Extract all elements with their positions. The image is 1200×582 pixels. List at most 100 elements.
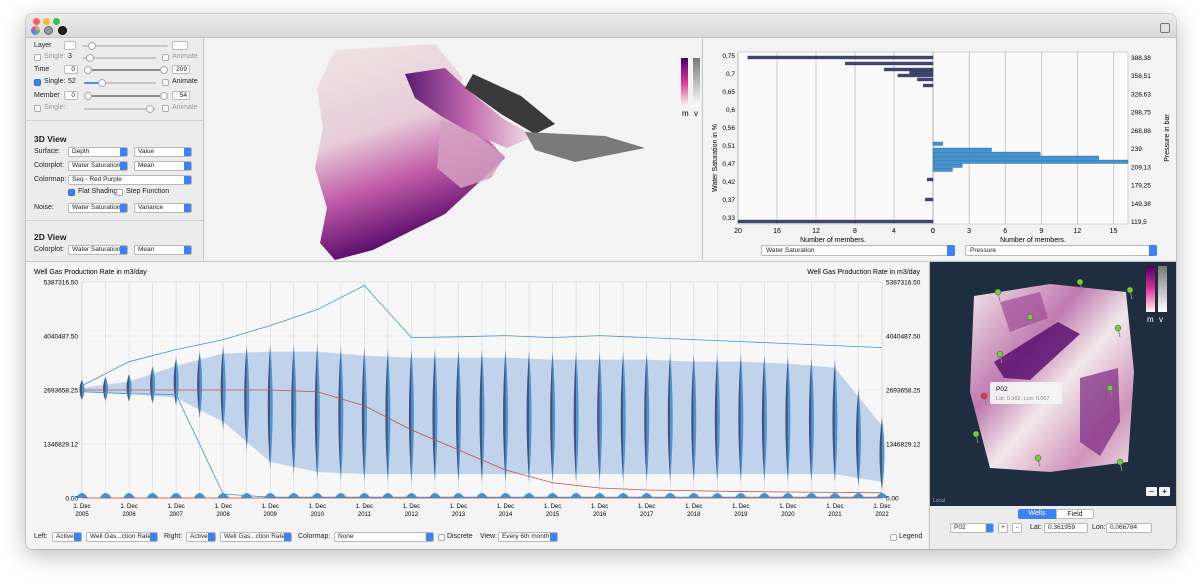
zoom-out-glyph: − — [1149, 487, 1154, 497]
noise-mode-select[interactable]: Variance — [134, 203, 192, 213]
time-series-canvas[interactable]: Well Gas Production Rate in m3/day Well … — [26, 262, 928, 526]
x-tick-label: 2019 — [734, 512, 748, 518]
tab-wells[interactable]: Wells — [1018, 509, 1056, 519]
single-time-checkbox[interactable] — [34, 79, 41, 86]
layer-max-field[interactable] — [172, 41, 188, 50]
violin-left-half — [479, 349, 482, 482]
violin-base — [687, 493, 700, 498]
flat-shading-checkbox[interactable] — [68, 189, 75, 196]
left-y-tick: 0,33 — [722, 215, 735, 222]
right-variable-select[interactable]: Well Gas...ction Rate — [220, 532, 292, 542]
step-function-checkbox[interactable] — [116, 189, 123, 196]
time-min-field[interactable]: 0 — [64, 65, 78, 74]
member-max-field[interactable]: 54 — [172, 91, 190, 100]
violin-left-half — [761, 354, 765, 482]
map-view[interactable]: m v P02 Lat: 0.362, Lon: 0.067 − + Local… — [929, 261, 1176, 549]
layer-slider[interactable] — [82, 42, 168, 50]
max-line — [81, 285, 883, 387]
right-x-tick: 9 — [1039, 228, 1043, 235]
left-y-tick: 4040487.50 — [44, 334, 79, 341]
surface-select[interactable]: Depth — [68, 147, 128, 157]
colorplot-select[interactable]: Water Saturation — [68, 161, 128, 171]
left-y-tick: 2693658.25 — [44, 388, 79, 395]
surface-mode-select[interactable]: Value — [134, 147, 192, 157]
lat-field[interactable]: 0.361959 — [1044, 523, 1088, 533]
single-time-slider[interactable] — [84, 79, 156, 87]
single-member-checkbox[interactable] — [34, 105, 41, 112]
single-layer-value: 3 — [68, 53, 72, 60]
left-histogram-bar — [747, 55, 934, 60]
single-layer-slider[interactable] — [82, 54, 156, 62]
left-variable-select[interactable]: Well Gas...ction Rate — [86, 532, 158, 542]
share-icon[interactable] — [1160, 23, 1170, 33]
right-y-tick: 298,75 — [1131, 110, 1151, 117]
right-mode-select[interactable]: Active — [186, 532, 216, 542]
member-slider[interactable] — [84, 92, 168, 100]
legend-checkbox[interactable] — [890, 534, 897, 541]
surface-3d-view[interactable]: m v — [205, 38, 701, 260]
x-tick-label: 1. Dec — [356, 504, 373, 510]
right-variable-select[interactable]: Pressure — [965, 245, 1157, 256]
left-histogram-bar — [926, 177, 934, 182]
animate-member-checkbox[interactable] — [162, 105, 169, 112]
variance-legend-label: v — [694, 109, 698, 118]
view-interval-select[interactable]: Every 6th month — [498, 532, 558, 542]
violin-right-half — [882, 417, 885, 490]
violin-right-half — [176, 357, 179, 406]
zoom-window-button[interactable] — [53, 18, 60, 25]
right-x-tick: 15 — [1110, 228, 1118, 235]
violin-right-half — [340, 345, 344, 481]
left-variable-select[interactable]: Water Saturation — [761, 245, 955, 256]
right-y-tick: 4040487.50 — [886, 334, 921, 341]
color-wheel-icon[interactable] — [31, 26, 40, 35]
right-histogram-bar — [932, 155, 1099, 160]
violin-left-half — [738, 353, 741, 482]
violin-base — [381, 493, 394, 498]
time-series-view[interactable]: Well Gas Production Rate in m3/day Well … — [26, 261, 928, 549]
close-window-button[interactable] — [33, 18, 40, 25]
left-histogram-bar — [923, 83, 934, 88]
time-slider[interactable] — [84, 66, 168, 74]
single-layer-checkbox[interactable] — [34, 54, 41, 61]
tab-field[interactable]: Field — [1056, 509, 1094, 519]
lon-field[interactable]: 0.066784 — [1106, 523, 1152, 533]
violin-left-half — [291, 343, 294, 475]
animate-time-checkbox[interactable] — [162, 79, 169, 86]
x-tick-label: 2017 — [640, 512, 654, 518]
well-select[interactable]: P02 — [950, 523, 994, 533]
chart-control-bar: Left: Active Well Gas...ction Rate Right… — [26, 528, 928, 549]
x-tick-label: 1. Dec — [826, 504, 843, 510]
colormap-select[interactable]: Seq - Red Purple — [68, 175, 192, 185]
minimize-window-button[interactable] — [43, 18, 50, 25]
member-min-field[interactable]: 0 — [64, 91, 78, 100]
histogram-view[interactable]: Water Saturation in % Pressure in bar 20… — [702, 38, 1176, 260]
sphere-icon[interactable] — [44, 26, 53, 35]
violin-base — [781, 493, 794, 498]
surface-3d-canvas[interactable]: m v — [205, 38, 701, 260]
add-well-button[interactable]: + — [998, 523, 1008, 533]
violin-base — [428, 493, 441, 498]
discrete-checkbox[interactable] — [438, 534, 445, 541]
colormap-select[interactable]: None — [334, 532, 434, 542]
noise-select[interactable]: Water Saturation — [68, 203, 128, 213]
time-max-field[interactable]: 209 — [172, 65, 190, 74]
x-tick-label: 2014 — [499, 512, 513, 518]
layer-min-field[interactable] — [64, 41, 76, 50]
animate-layer-checkbox[interactable] — [162, 54, 169, 61]
remove-well-button[interactable]: - — [1012, 523, 1022, 533]
well-pin — [1114, 324, 1122, 332]
chart-title-right: Well Gas Production Rate in m3/day — [807, 269, 920, 276]
map-canvas[interactable]: m v P02 Lat: 0.362, Lon: 0.067 − + Local — [930, 262, 1176, 506]
member-label: Member — [34, 92, 60, 99]
colorplot-mode-select[interactable]: Mean — [134, 161, 192, 171]
map-mean-colorbar — [1146, 266, 1155, 312]
colorplot2d-select[interactable]: Water Saturation — [68, 245, 128, 255]
histogram-canvas[interactable]: Water Saturation in % Pressure in bar 20… — [703, 38, 1176, 246]
left-mode-select[interactable]: Active — [52, 532, 82, 542]
colorplot2d-mode-select[interactable]: Mean — [134, 245, 192, 255]
dark-sphere-icon[interactable] — [58, 26, 67, 35]
single-member-slider[interactable] — [84, 105, 156, 113]
map-variance-legend-label: v — [1159, 315, 1163, 324]
title-bar — [26, 14, 1176, 38]
single-time-value: 52 — [68, 78, 76, 85]
